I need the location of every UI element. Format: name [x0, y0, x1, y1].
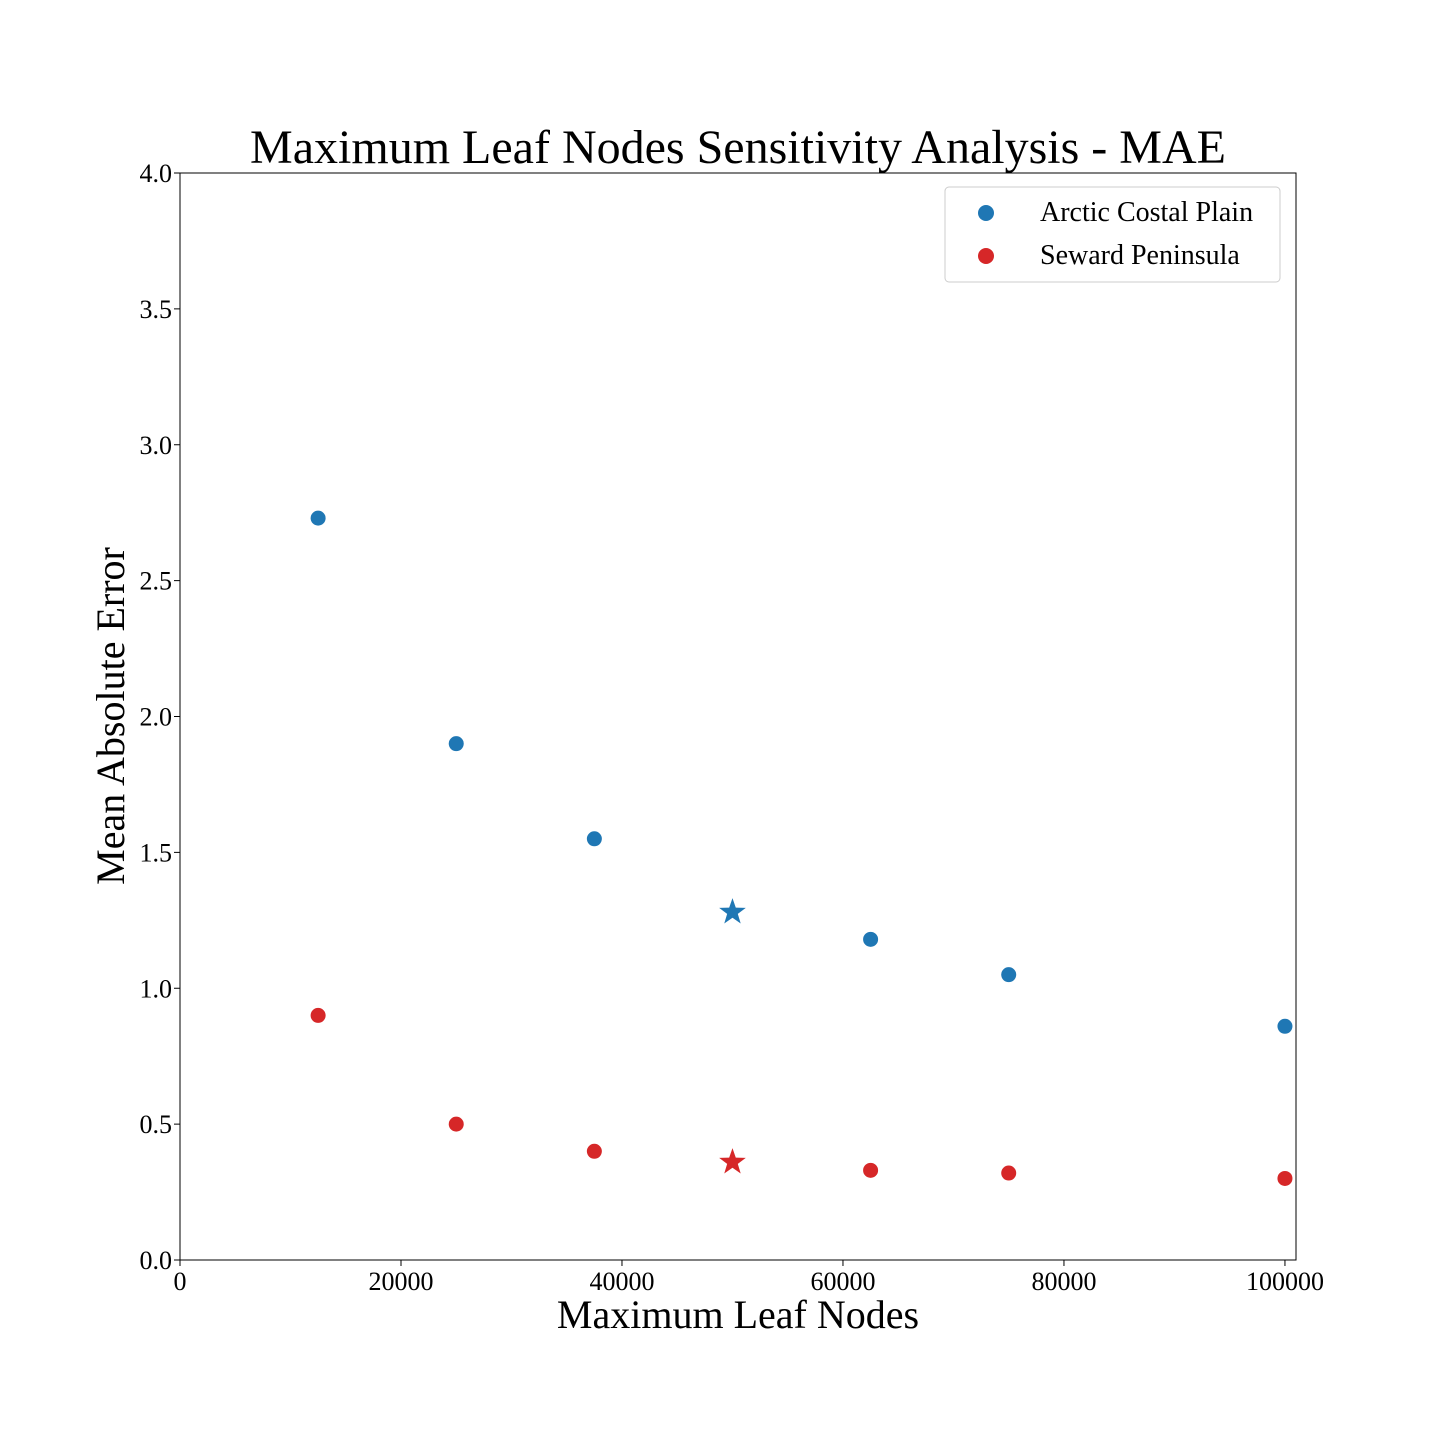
y-tick-label: 0.5 — [140, 1110, 173, 1139]
y-axis-title: Mean Absolute Error — [88, 547, 133, 885]
y-tick-label: 2.5 — [140, 567, 173, 596]
x-tick-label: 100000 — [1246, 1267, 1324, 1296]
y-tick-label: 2.0 — [140, 703, 173, 732]
chart-title: Maximum Leaf Nodes Sensitivity Analysis … — [250, 121, 1226, 174]
data-point-arctic-costal-plain — [1001, 967, 1017, 983]
y-tick-label: 1.0 — [140, 974, 173, 1003]
data-point-star-seward-peninsula — [719, 1148, 746, 1174]
data-points — [310, 510, 1293, 1186]
data-point-arctic-costal-plain — [586, 831, 602, 847]
legend-marker-arctic-costal-plain — [978, 205, 994, 221]
x-tick-label: 80000 — [1031, 1267, 1096, 1296]
data-point-seward-peninsula — [310, 1007, 326, 1023]
data-point-seward-peninsula — [863, 1162, 879, 1178]
data-point-arctic-costal-plain — [310, 510, 326, 526]
data-point-seward-peninsula — [586, 1143, 602, 1159]
data-point-star-arctic-costal-plain — [719, 898, 746, 924]
y-tick-label: 3.5 — [140, 295, 173, 324]
data-point-arctic-costal-plain — [863, 931, 879, 947]
x-tick-label: 60000 — [810, 1267, 875, 1296]
plot-area-frame — [179, 172, 1297, 1261]
data-point-seward-peninsula — [448, 1116, 464, 1132]
legend-label-seward-peninsula: Seward Peninsula — [1040, 240, 1240, 271]
x-tick-label: 20000 — [368, 1267, 433, 1296]
legend-label-arctic-costal-plain: Arctic Costal Plain — [1040, 197, 1253, 228]
legend-marker-seward-peninsula — [978, 248, 994, 264]
axis-ticks: 0 20000 40000 60000 80000 100000 0.0 0.5 1.0 1.5 2… — [140, 159, 1324, 1296]
y-tick-label: 4.0 — [140, 159, 173, 188]
y-tick-label: 0.0 — [140, 1246, 173, 1275]
x-axis-title: Maximum Leaf Nodes — [557, 1292, 919, 1337]
legend: Arctic Costal Plain Seward Peninsula — [944, 186, 1281, 283]
legend-box — [944, 186, 1281, 283]
data-point-arctic-costal-plain — [1277, 1018, 1293, 1034]
x-tick-label: 0 — [174, 1267, 187, 1296]
data-point-seward-peninsula — [1001, 1165, 1017, 1181]
y-tick-label: 1.5 — [140, 838, 173, 867]
data-point-arctic-costal-plain — [448, 736, 464, 752]
data-point-seward-peninsula — [1277, 1170, 1293, 1186]
y-tick-label: 3.0 — [140, 431, 173, 460]
x-tick-label: 40000 — [589, 1267, 654, 1296]
